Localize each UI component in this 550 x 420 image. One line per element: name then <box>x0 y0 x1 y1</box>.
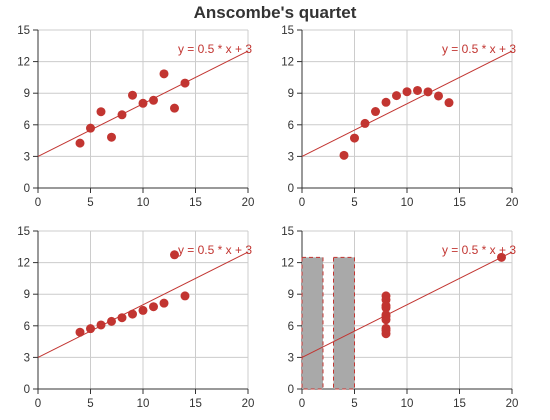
data-point <box>138 305 148 315</box>
y-tick-label: 3 <box>24 151 30 163</box>
panel-1: 0 5 10 15 20 0 3 6 9 12 15 y = 0.5 * x + 3 <box>17 25 254 209</box>
y-tick-label: 15 <box>281 25 294 37</box>
x-tick-label: 10 <box>137 398 150 410</box>
y-tick-label: 0 <box>288 384 294 396</box>
fit-line-label: y = 0.5 * x + 3 <box>442 42 516 56</box>
x-tick-label: 15 <box>453 197 466 209</box>
data-point <box>149 95 158 105</box>
y-tick-label: 6 <box>24 321 30 333</box>
data-point <box>75 138 85 148</box>
y-tick-label: 15 <box>17 226 30 238</box>
y-tick-label: 0 <box>288 183 294 195</box>
x-tick-label: 15 <box>453 398 466 410</box>
x-tick-label: 15 <box>189 398 202 410</box>
x-tick-label: 0 <box>299 197 305 209</box>
data-point <box>107 132 116 142</box>
x-tick-label: 0 <box>35 197 41 209</box>
data-point <box>86 123 95 133</box>
data-point <box>339 150 349 160</box>
data-point <box>159 298 169 308</box>
y-tick-label: 9 <box>288 88 294 100</box>
y-tick-label: 0 <box>24 183 30 195</box>
fit-line-label: y = 0.5 * x + 3 <box>442 243 516 257</box>
data-point <box>350 133 359 143</box>
data-point <box>128 90 137 100</box>
panel-2: 0 5 10 15 20 0 3 6 9 12 15 y = 0.5 * x + 3 <box>281 25 518 209</box>
bar <box>333 256 355 390</box>
panel-3: 0 5 10 15 20 0 3 6 9 12 15 y = 0.5 * x + 3 <box>17 226 254 410</box>
panel-4: 0 5 10 15 20 0 3 6 9 12 15 y = 0.5 * x + 3 <box>281 226 518 410</box>
bar <box>301 256 324 390</box>
y-tick-label: 9 <box>288 289 294 301</box>
data-point <box>96 107 106 117</box>
y-tick-label: 0 <box>24 384 30 396</box>
y-tick-label: 6 <box>288 120 294 132</box>
data-point <box>402 87 412 97</box>
y-tick-label: 12 <box>17 57 30 69</box>
data-point <box>381 301 391 311</box>
data-point <box>180 291 190 301</box>
data-point <box>434 91 443 101</box>
y-tick-label: 12 <box>17 258 30 270</box>
x-tick-label: 20 <box>242 398 255 410</box>
data-point <box>371 107 380 117</box>
y-tick-label: 15 <box>281 226 294 238</box>
fit-line <box>37 251 249 358</box>
x-tick-label: 5 <box>87 398 93 410</box>
y-tick-label: 9 <box>24 88 30 100</box>
data-point <box>381 97 391 107</box>
y-tick-label: 9 <box>24 289 30 301</box>
x-tick-label: 20 <box>506 197 519 209</box>
chart-title: Anscombe's quartet <box>193 3 357 22</box>
fit-line <box>301 251 513 358</box>
x-tick-label: 5 <box>351 398 357 410</box>
fit-line-label: y = 0.5 * x + 3 <box>178 243 252 257</box>
data-point <box>381 325 391 335</box>
data-point <box>117 313 127 323</box>
data-point <box>96 320 106 330</box>
data-point <box>159 69 169 79</box>
data-point <box>149 302 158 312</box>
data-point <box>170 250 179 260</box>
x-tick-label: 20 <box>506 398 519 410</box>
x-tick-label: 5 <box>87 197 93 209</box>
y-tick-label: 3 <box>288 352 294 364</box>
x-tick-label: 0 <box>299 398 305 410</box>
x-tick-label: 15 <box>189 197 202 209</box>
fit-line-label: y = 0.5 * x + 3 <box>178 42 252 56</box>
fit-line <box>37 50 249 157</box>
y-tick-label: 15 <box>17 25 30 37</box>
data-point <box>128 309 137 319</box>
y-tick-label: 3 <box>288 151 294 163</box>
x-tick-label: 10 <box>401 197 414 209</box>
y-tick-label: 12 <box>281 57 294 69</box>
x-tick-label: 10 <box>401 398 414 410</box>
x-tick-label: 0 <box>35 398 41 410</box>
data-point <box>86 324 95 334</box>
y-tick-label: 12 <box>281 258 294 270</box>
data-point <box>107 316 116 326</box>
x-tick-label: 5 <box>351 197 357 209</box>
data-point <box>75 327 85 337</box>
data-point <box>170 103 179 113</box>
x-tick-label: 10 <box>137 197 150 209</box>
fit-line <box>301 50 513 157</box>
y-tick-label: 6 <box>288 321 294 333</box>
data-point <box>392 91 401 101</box>
y-tick-label: 3 <box>24 352 30 364</box>
y-tick-label: 6 <box>24 120 30 132</box>
data-point <box>444 98 454 108</box>
data-point <box>413 85 422 95</box>
x-tick-label: 20 <box>242 197 255 209</box>
